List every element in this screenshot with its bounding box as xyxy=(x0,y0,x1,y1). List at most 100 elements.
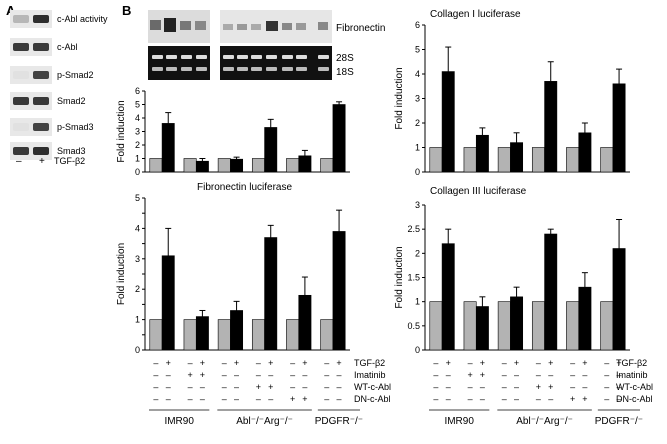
condition-sign: + xyxy=(268,382,273,392)
blot-row-label: c-Abl xyxy=(57,42,78,52)
rrna-band-28s xyxy=(296,55,307,59)
condition-sign: + xyxy=(200,370,205,380)
blot-band xyxy=(296,23,306,30)
blot-band xyxy=(33,123,49,131)
bar-control xyxy=(531,147,545,173)
y-tick-label: 5 xyxy=(135,193,140,203)
condition-sign: – xyxy=(480,382,485,392)
blot-strip xyxy=(10,10,52,28)
bar-control xyxy=(217,158,231,173)
y-tick-label: 2 xyxy=(135,284,140,294)
bar-tgf xyxy=(332,104,346,173)
condition-sign: – xyxy=(222,382,227,392)
condition-label: TGF-β2 xyxy=(354,358,385,368)
condition-sign: – xyxy=(337,370,342,380)
group-label: Abl⁻/⁻Arg⁻/⁻ xyxy=(516,416,573,427)
blot-row-label: Smad2 xyxy=(57,96,86,106)
condition-sign: + xyxy=(256,382,261,392)
y-tick-label: 2.5 xyxy=(407,224,420,234)
bar-control xyxy=(183,158,197,173)
condition-sign: – xyxy=(480,394,485,404)
blot-band xyxy=(251,24,261,30)
bar-control xyxy=(566,147,580,173)
condition-sign: – xyxy=(433,358,438,368)
bar-tgf xyxy=(264,237,278,351)
bar-control xyxy=(600,301,614,351)
condition-sign: + xyxy=(336,358,341,368)
blot-band xyxy=(33,43,49,51)
rrna-band-28s xyxy=(166,55,177,59)
condition-sign: – xyxy=(514,382,519,392)
rrna-band-18s xyxy=(318,67,329,71)
blot-row-label: Smad3 xyxy=(57,146,86,156)
condition-sign: – xyxy=(446,370,451,380)
condition-sign: – xyxy=(536,370,541,380)
bar-tgf xyxy=(510,142,524,173)
condition-sign: + xyxy=(187,370,192,380)
condition-sign: + xyxy=(480,370,485,380)
bar-control xyxy=(251,319,265,351)
bar-tgf xyxy=(612,83,626,173)
condition-sign: – xyxy=(468,382,473,392)
condition-sign: + xyxy=(234,358,239,368)
group-label: PDGFR⁻/⁻ xyxy=(315,416,363,427)
condition-sign: – xyxy=(268,394,273,404)
rrna-band-18s xyxy=(282,67,293,71)
rrna-band-18s xyxy=(181,67,192,71)
condition-sign: – xyxy=(153,394,158,404)
bar-control xyxy=(286,319,300,351)
bar-control xyxy=(566,301,580,351)
bar-control xyxy=(217,319,231,351)
condition-sign: – xyxy=(433,370,438,380)
y-tick-label: 1 xyxy=(415,143,420,153)
chart-fibronectin-blot-quant: 0 1 2 3 4 5 6 Fold induction xyxy=(116,86,350,177)
rrna-band-28s xyxy=(181,55,192,59)
condition-sign: + xyxy=(200,358,205,368)
group-label: PDGFR⁻/⁻ xyxy=(595,416,643,427)
condition-label: TGF-β2 xyxy=(616,358,647,368)
group-label: IMR90 xyxy=(444,416,474,427)
condition-sign: – xyxy=(153,370,158,380)
condition-label: DN-c-Abl xyxy=(616,394,653,404)
condition-sign: – xyxy=(256,358,261,368)
blot-strip xyxy=(10,92,52,110)
condition-label: Imatinib xyxy=(616,370,648,380)
blot-band xyxy=(282,23,292,30)
blot-band xyxy=(33,97,49,105)
condition-sign: – xyxy=(200,394,205,404)
blot-band xyxy=(223,24,233,30)
y-axis-label: Fold induction xyxy=(116,243,127,305)
condition-sign: + xyxy=(536,382,541,392)
bar-tgf xyxy=(475,134,489,173)
bar-tgf xyxy=(195,160,209,173)
bar-control xyxy=(286,158,300,173)
bar-tgf xyxy=(298,155,312,173)
bar-tgf xyxy=(161,255,175,351)
condition-sign: – xyxy=(188,382,193,392)
gel-strip-left xyxy=(148,46,210,80)
panel-a-blots: c-Abl activity c-Abl p-Smad2 Smad2 p-Smad3 Sm… xyxy=(10,10,108,160)
condition-sign: + xyxy=(548,358,553,368)
y-tick-label: 4 xyxy=(415,69,420,79)
condition-sign: – xyxy=(514,370,519,380)
rrna-band-18s xyxy=(237,67,248,71)
blot-band xyxy=(266,21,278,31)
condition-sign: – xyxy=(337,394,342,404)
bar-control xyxy=(531,301,545,351)
bar-tgf xyxy=(475,306,489,351)
condition-sign: – xyxy=(234,382,239,392)
bar-tgf xyxy=(264,127,278,173)
blot-band xyxy=(164,18,176,32)
y-tick-label: 0 xyxy=(415,345,420,355)
bar-tgf xyxy=(195,316,209,351)
blot-band xyxy=(13,43,29,51)
blot-band xyxy=(318,22,328,30)
y-tick-label: 0 xyxy=(415,167,420,177)
bar-tgf xyxy=(298,294,312,351)
condition-sign: – xyxy=(200,382,205,392)
chart-collagen-i-luciferase: 0 1 2 3 4 5 6 Fold induction xyxy=(394,20,630,177)
condition-sign: + xyxy=(616,358,621,368)
y-axis-label: Fold induction xyxy=(394,246,405,308)
gel-strip-right xyxy=(220,46,332,80)
rrna-band-28s xyxy=(237,55,248,59)
